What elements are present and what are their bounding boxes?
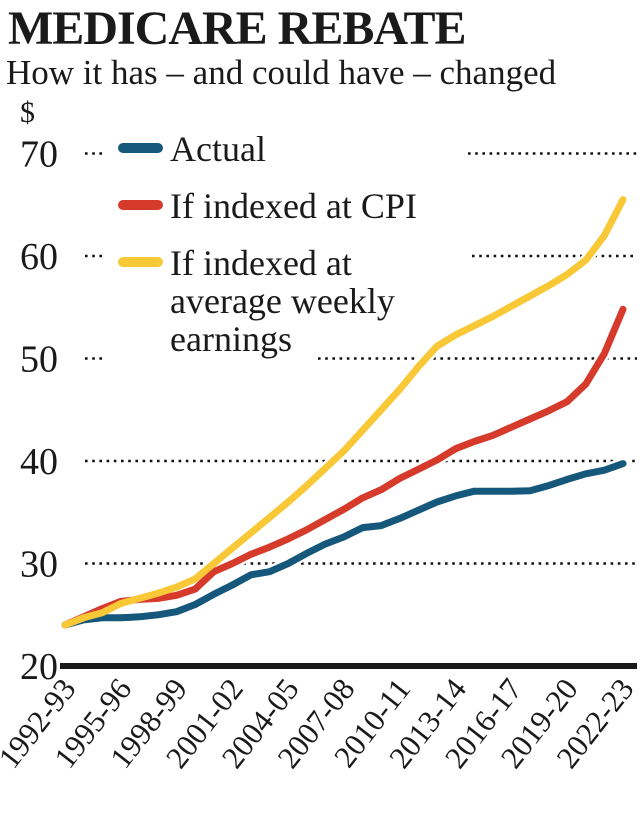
chart-title: MEDICARE REBATE <box>8 2 466 55</box>
legend: Actual If indexed at CPI If indexed at a… <box>118 129 417 359</box>
series-line-if-indexed-at-average-weekly-earnings <box>61 196 627 629</box>
series-lines <box>61 196 627 629</box>
legend-label-cpi: If indexed at CPI <box>170 186 417 226</box>
y-tick-label-30: 30 <box>20 544 58 586</box>
gridlines <box>85 152 637 565</box>
y-tick-label-20: 20 <box>20 646 58 688</box>
y-tick-label-60: 60 <box>20 236 58 278</box>
x-axis-tick-labels: 1992-931995-961998-992001-022004-052007-… <box>0 671 640 774</box>
legend-label-awe-line3: earnings <box>170 319 292 359</box>
legend-label-awe-line1: If indexed at <box>170 243 352 283</box>
series-line-actual <box>61 460 627 629</box>
y-axis-tick-labels: 20 30 40 50 60 70 <box>20 134 58 689</box>
legend-label-actual: Actual <box>170 129 266 169</box>
y-tick-label-40: 40 <box>20 441 58 483</box>
y-tick-label-70: 70 <box>20 134 58 176</box>
y-axis-unit-label: $ <box>20 96 35 129</box>
series-line-if-indexed-at-cpi <box>61 305 627 629</box>
y-tick-label-50: 50 <box>20 339 58 381</box>
legend-label-awe-line2: average weekly <box>170 281 395 321</box>
series-casing-if-indexed-at-cpi <box>59 303 629 631</box>
chart-subtitle: How it has – and could have – changed <box>6 53 557 92</box>
